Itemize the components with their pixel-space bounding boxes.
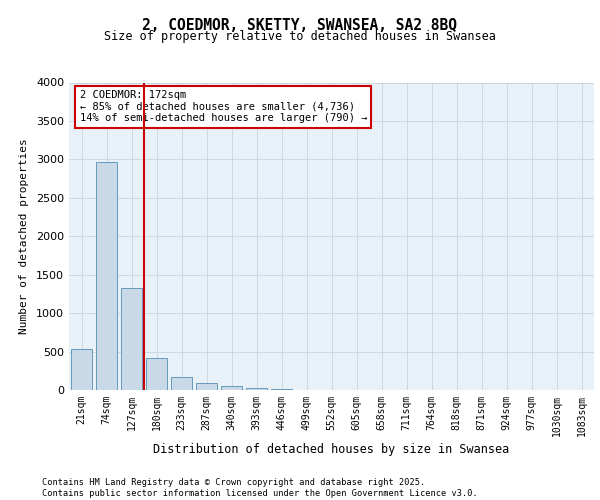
Bar — [96, 162, 117, 390]
Bar — [271, 389, 292, 390]
Bar — [196, 382, 217, 390]
Text: 2, COEDMOR, SKETTY, SWANSEA, SA2 8BQ: 2, COEDMOR, SKETTY, SWANSEA, SA2 8BQ — [143, 18, 458, 32]
X-axis label: Distribution of detached houses by size in Swansea: Distribution of detached houses by size … — [154, 443, 509, 456]
Text: Size of property relative to detached houses in Swansea: Size of property relative to detached ho… — [104, 30, 496, 43]
Bar — [246, 388, 267, 390]
Text: Contains HM Land Registry data © Crown copyright and database right 2025.
Contai: Contains HM Land Registry data © Crown c… — [42, 478, 478, 498]
Bar — [146, 358, 167, 390]
Bar — [221, 386, 242, 390]
Text: 2 COEDMOR: 172sqm
← 85% of detached houses are smaller (4,736)
14% of semi-detac: 2 COEDMOR: 172sqm ← 85% of detached hous… — [79, 90, 367, 124]
Y-axis label: Number of detached properties: Number of detached properties — [19, 138, 29, 334]
Bar — [121, 288, 142, 390]
Bar — [71, 350, 92, 390]
Bar — [171, 376, 192, 390]
